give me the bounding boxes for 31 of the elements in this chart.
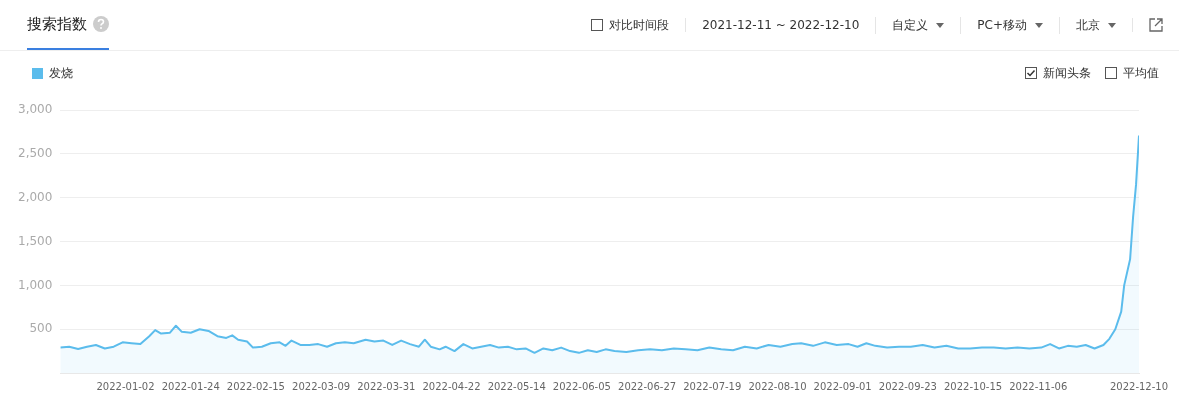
x-tick-label: 2022-05-14 bbox=[487, 380, 546, 392]
y-tick-label: 2,000 bbox=[17, 189, 53, 204]
x-tick-label: 2022-04-22 bbox=[422, 380, 481, 392]
x-tick-label: 2022-06-27 bbox=[618, 380, 677, 392]
x-tick-label: 2022-02-15 bbox=[226, 380, 285, 392]
y-tick-label: 3,000 bbox=[17, 102, 53, 117]
x-tick-label: 2022-09-23 bbox=[878, 380, 937, 392]
text: 自定义 bbox=[875, 16, 961, 34]
x-tick-label: 2022-08-10 bbox=[748, 380, 807, 392]
text: PC+移动 bbox=[960, 16, 1059, 34]
y-tick-label: 1,000 bbox=[17, 277, 53, 292]
text: 新闻头条 bbox=[1042, 64, 1091, 82]
text: 对比时间段 bbox=[608, 16, 671, 34]
y-tick-label: 2,500 bbox=[17, 146, 53, 161]
x-tick-label: 2022-01-02 bbox=[96, 380, 155, 392]
x-tick-label: 2022-03-09 bbox=[292, 380, 351, 392]
chart-title: 搜索指数 bbox=[27, 14, 87, 34]
x-tick-label: 2022-01-24 bbox=[161, 380, 220, 392]
y-tick-label: 1,500 bbox=[17, 233, 53, 248]
text: 平均值 bbox=[1122, 64, 1159, 82]
legend-label: 发烧 bbox=[48, 64, 73, 82]
x-tick-label: 2022-07-19 bbox=[683, 380, 742, 392]
text: 2021-12-11 ~ 2022-12-10 bbox=[685, 18, 876, 32]
x-tick-label: 2022-06-05 bbox=[552, 380, 611, 392]
x-tick-label: 2022-03-31 bbox=[357, 380, 416, 392]
x-tick-label: 2022-12-10 bbox=[1109, 380, 1169, 392]
text: 北京 bbox=[1059, 16, 1132, 34]
x-tick-label: 2022-10-15 bbox=[943, 380, 1003, 392]
x-tick-label: 2022-11-06 bbox=[1009, 380, 1068, 392]
y-tick-label: 500 bbox=[29, 321, 53, 336]
x-tick-label: 2022-09-01 bbox=[813, 380, 872, 392]
